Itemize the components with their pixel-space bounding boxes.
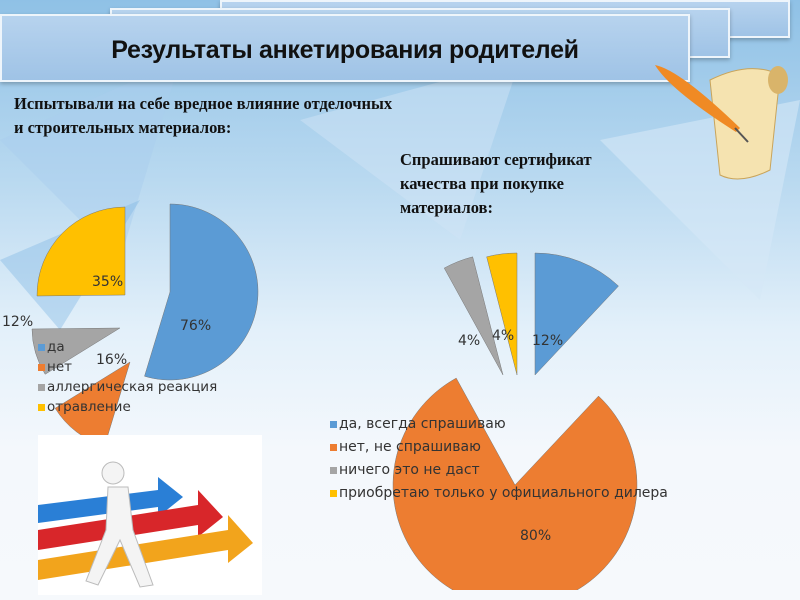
legend-item: приобретаю только у официального дилера [330, 482, 668, 505]
legend-label: приобретаю только у официального дилера [339, 485, 668, 501]
data-label: 80% [520, 528, 551, 544]
legend-label: нет [47, 359, 72, 375]
walking-man-arrows-image [38, 435, 262, 595]
slide-title: Результаты анкетирования родителей [111, 35, 579, 64]
pie-slice-3 [443, 256, 504, 376]
pie-slice-4 [486, 252, 518, 376]
question-1: Испытывали на себе вредное влияние отдел… [14, 94, 393, 137]
data-label: 16% [96, 352, 127, 368]
legend-item: да, всегда спрашиваю [330, 413, 668, 436]
legend-item: ничего это не даст [330, 459, 668, 482]
pie-chart-1: 76% 16% 12% 35% [2, 203, 259, 440]
data-label: 12% [532, 333, 563, 349]
legend-1: да нет аллергическая реакция отравление [38, 337, 217, 417]
pie-slice-2 [54, 361, 131, 440]
legend-item: да [38, 337, 217, 357]
legend-label: да, всегда спрашиваю [339, 416, 506, 432]
legend-item: отравление [38, 397, 217, 417]
question-2: Спрашивают сертификат качества при покуп… [400, 150, 592, 217]
data-label: 76% [180, 318, 211, 334]
pie-slice-2 [392, 377, 638, 590]
pie-slice-1 [534, 252, 619, 376]
legend-label: отравление [47, 399, 131, 415]
pie-slice-1 [144, 203, 259, 381]
data-label: 35% [92, 274, 123, 290]
data-label: 12% [2, 314, 33, 330]
legend-2: да, всегда спрашиваю нет, не спрашиваю н… [330, 413, 668, 505]
legend-item: нет [38, 357, 217, 377]
pie-slice-3 [31, 327, 121, 375]
pie-slice-4 [36, 206, 126, 297]
data-label: 4% [492, 328, 514, 344]
title-band-front [0, 14, 690, 82]
scroll-quill-icon [655, 65, 788, 180]
legend-label: ничего это не даст [339, 462, 480, 478]
legend-label: аллергическая реакция [47, 379, 218, 395]
data-label: 4% [458, 333, 480, 349]
legend-item: нет, не спрашиваю [330, 436, 668, 459]
legend-label: нет, не спрашиваю [339, 439, 481, 455]
pie-chart-2: 12% 80% 4% 4% [392, 252, 638, 590]
legend-item: аллергическая реакция [38, 377, 217, 397]
legend-label: да [47, 339, 65, 355]
